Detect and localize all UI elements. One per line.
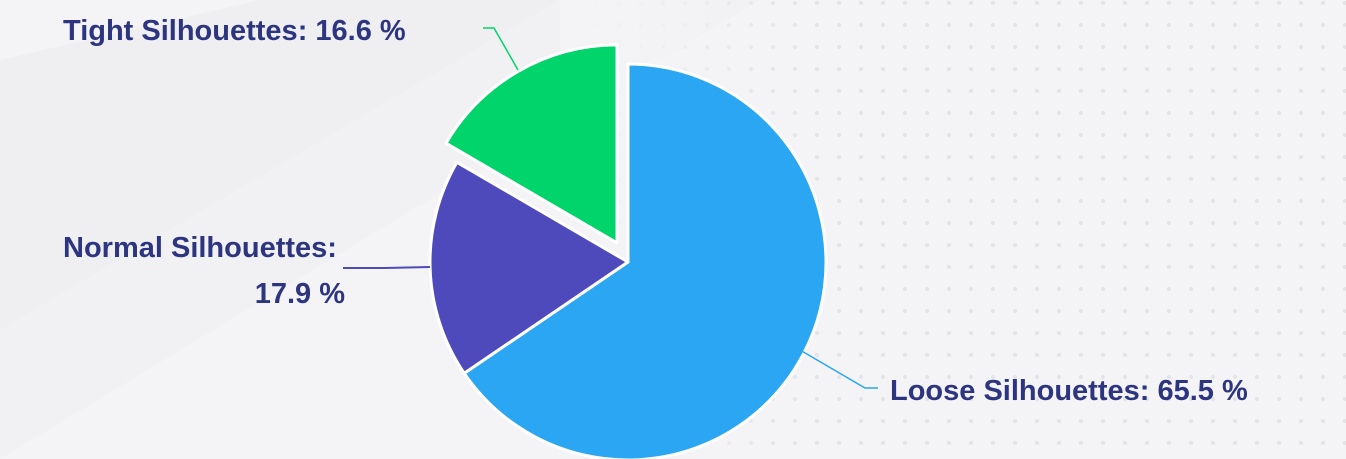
label-normal-line1: Normal Silhouettes: xyxy=(63,232,337,264)
label-normal-line2: 17.9 % xyxy=(255,278,345,310)
pie-slices xyxy=(428,43,828,459)
pie-slice-loose-silhouettes xyxy=(462,62,828,459)
pie-slice-normal-silhouettes xyxy=(428,160,630,375)
label-tight-silhouettes: Tight Silhouettes: 16.6 % xyxy=(63,15,406,47)
label-normal-silhouettes: Normal Silhouettes: 17.9 % xyxy=(63,232,345,310)
leader-line-tight xyxy=(483,27,519,71)
pie-slice-tight-silhouettes xyxy=(444,43,619,245)
leader-line-normal xyxy=(343,266,431,269)
leader-line-loose xyxy=(799,349,878,389)
label-loose-silhouettes: Loose Silhouettes: 65.5 % xyxy=(890,375,1248,407)
